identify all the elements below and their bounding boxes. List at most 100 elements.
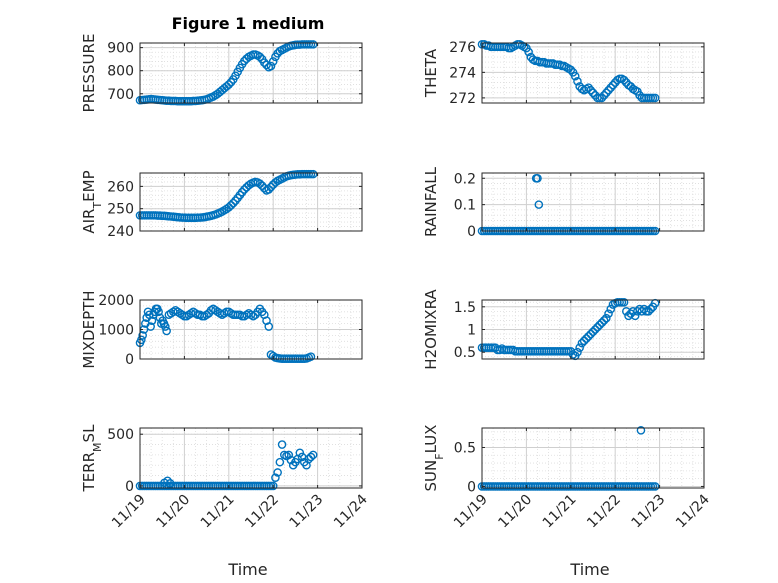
y-tick-label: 0 xyxy=(125,479,134,495)
y-tick-label: 700 xyxy=(107,87,134,103)
data-point xyxy=(244,180,254,190)
x-tick-label: 11/24 xyxy=(331,491,371,531)
data-point xyxy=(650,482,660,491)
data-point xyxy=(262,60,271,70)
data-point xyxy=(575,343,584,352)
data-point xyxy=(231,196,240,205)
data-point xyxy=(604,85,613,95)
data-point xyxy=(606,304,616,314)
subplot-grid: 700 800 900 PRESSURE 272 274 276 THETA 240 250 260… xyxy=(80,34,713,532)
data-point xyxy=(147,316,157,325)
data-point xyxy=(619,75,629,85)
data-point xyxy=(586,85,596,95)
data-point xyxy=(154,307,163,317)
axes-box xyxy=(481,42,705,104)
data-series xyxy=(135,304,316,364)
data-point xyxy=(308,450,318,460)
data-point xyxy=(163,476,172,486)
y-tick-label: 2000 xyxy=(98,293,134,309)
data-point xyxy=(602,313,611,323)
x-tick-label: 11/23 xyxy=(629,492,669,532)
data-point xyxy=(584,83,593,92)
data-point xyxy=(308,169,318,179)
data-point xyxy=(277,440,287,449)
y-axis-label: SUNFLUX xyxy=(422,425,446,492)
data-point xyxy=(138,331,147,340)
y-tick-label: 0 xyxy=(467,224,476,240)
data-point xyxy=(202,310,211,320)
data-point xyxy=(275,457,285,467)
data-point xyxy=(162,326,171,336)
data-point xyxy=(599,91,609,100)
data-point xyxy=(146,322,155,331)
data-point xyxy=(266,61,276,71)
data-point xyxy=(606,83,616,92)
subplot-7: 0 500 11/19 11/20 11/21 11/22 11/23 11/24 TERRMS… xyxy=(80,424,371,531)
data-point xyxy=(137,335,146,345)
data-point xyxy=(584,332,593,341)
x-tick-label: 11/19 xyxy=(451,492,491,532)
data-point xyxy=(619,297,629,307)
data-point xyxy=(644,307,653,316)
data-point xyxy=(566,65,576,75)
data-point xyxy=(579,336,589,346)
subplot-2: 272 274 276 THETA xyxy=(422,40,705,107)
x-tick-label: 11/24 xyxy=(673,491,713,531)
data-series xyxy=(477,297,660,361)
data-point xyxy=(534,200,544,209)
x-tick-label: 11/20 xyxy=(153,492,193,532)
data-point xyxy=(248,311,258,321)
y-axis-label: PRESSURE xyxy=(80,34,98,113)
data-point xyxy=(306,452,316,462)
y-tick-label: 0 xyxy=(467,479,476,495)
data-series xyxy=(135,440,318,491)
axes-box xyxy=(481,427,705,489)
axes-box xyxy=(481,172,705,232)
x-tick-label: 11/19 xyxy=(109,492,149,532)
plot-area xyxy=(482,173,704,231)
data-point xyxy=(602,88,611,98)
data-series xyxy=(477,426,660,491)
y-axis-label: AIRTEMP xyxy=(80,170,104,233)
figure-title: Figure 1 medium xyxy=(172,14,325,33)
data-point xyxy=(570,71,580,81)
data-point xyxy=(255,179,265,189)
data-point xyxy=(255,52,265,62)
data-point xyxy=(240,185,249,194)
y-tick-label: 272 xyxy=(449,91,476,107)
y-axis-label: THETA xyxy=(422,48,440,98)
data-point xyxy=(586,329,596,339)
subplot-4: 0 0.1 0.2 RAINFALL xyxy=(422,166,705,240)
data-point xyxy=(646,304,656,314)
subplot-8: 0 0.5 11/19 11/20 11/21 11/22 11/23 11/24 SUNFLU… xyxy=(422,425,713,532)
data-point xyxy=(650,93,660,103)
data-point xyxy=(524,47,533,57)
y-tick-label: 0 xyxy=(125,352,134,368)
data-point xyxy=(308,40,318,49)
axes-box xyxy=(139,427,363,489)
y-tick-label: 0.5 xyxy=(454,345,476,361)
y-tick-label: 900 xyxy=(107,41,134,57)
data-series xyxy=(135,40,318,106)
y-axis-label: MIXDEPTH xyxy=(80,290,98,368)
y-axis-label: H2OMIXRA xyxy=(422,289,440,370)
data-series xyxy=(135,169,318,223)
data-point xyxy=(588,88,598,98)
data-point xyxy=(590,325,600,334)
data-point xyxy=(271,473,280,482)
y-tick-label: 276 xyxy=(449,40,476,56)
data-point xyxy=(228,198,238,208)
data-point xyxy=(306,352,316,361)
data-point xyxy=(226,201,236,210)
data-point xyxy=(577,338,587,348)
y-tick-label: 274 xyxy=(449,65,476,81)
subplot-6: 0.5 1 1.5 H2OMIXRA xyxy=(422,289,705,370)
data-point xyxy=(597,93,607,103)
y-tick-label: 1 xyxy=(467,323,476,339)
data-point xyxy=(608,80,618,90)
data-point xyxy=(224,203,234,212)
data-point xyxy=(593,322,602,332)
data-point xyxy=(599,316,609,325)
data-point xyxy=(573,347,582,357)
x-tick-label: 11/20 xyxy=(495,492,535,532)
